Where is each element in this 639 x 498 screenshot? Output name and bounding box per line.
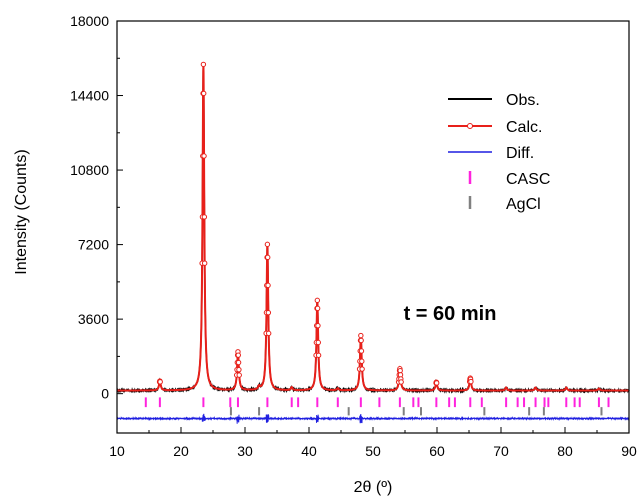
obs-point [358, 337, 364, 344]
obs-point [157, 379, 163, 385]
x-tick-label: 90 [621, 443, 637, 459]
obs-point [235, 359, 242, 366]
obs-point [398, 379, 404, 385]
x-tick-label: 20 [173, 443, 189, 459]
y-tick-label: 7200 [78, 237, 109, 253]
time-annotation: t = 60 min [404, 303, 497, 325]
legend: Obs. Calc. Diff. CASC AgCl [448, 92, 550, 213]
x-tick-label: 40 [301, 443, 317, 459]
obs-point [433, 380, 440, 386]
obs-point [359, 366, 365, 372]
x-tick-label: 70 [493, 443, 509, 459]
obs-point [265, 309, 272, 316]
legend-label-agcl: AgCl [506, 196, 541, 213]
x-tick-label: 60 [429, 443, 445, 459]
obs-point [201, 153, 207, 159]
axes: 10 20 30 40 50 60 70 80 90 0 3600 7200 10800 14400 180… [70, 13, 637, 459]
legend-label-obs: Obs. [506, 92, 540, 109]
plot-frame [116, 20, 630, 434]
x-tick-label: 10 [109, 443, 125, 459]
series-diff-line [116, 413, 630, 424]
legend-label-diff: Diff. [506, 145, 534, 162]
y-axis-title: Intensity (Counts) [13, 149, 30, 274]
series-obs-line [116, 62, 630, 394]
x-tick-label: 80 [557, 443, 573, 459]
y-tick-label: 18000 [70, 13, 109, 29]
obs-point [315, 322, 321, 329]
y-tick-label: 14400 [70, 88, 109, 104]
obs-point [200, 61, 207, 68]
legend-label-casc: CASC [506, 171, 550, 188]
y-tick-label: 0 [101, 386, 109, 402]
obs-point [358, 332, 364, 339]
x-tick-label: 50 [365, 443, 381, 459]
y-tick-label: 10800 [70, 162, 109, 178]
obs-point [201, 214, 208, 220]
legend-label-calc: Calc. [506, 119, 542, 136]
obs-point [265, 282, 271, 289]
legend-calc-marker [467, 123, 473, 129]
x-axis-title: 2θ (º) [354, 479, 393, 496]
obs-point [235, 352, 241, 358]
obs-point [468, 378, 474, 385]
plot-area [116, 61, 630, 424]
obs-point [315, 339, 321, 346]
obs-point [358, 348, 365, 354]
y-tick-label: 3600 [78, 311, 109, 327]
x-tick-label: 30 [237, 443, 253, 459]
series-calc-line [117, 64, 629, 392]
obs-point [236, 372, 242, 378]
obs-point [314, 297, 321, 304]
obs-point [315, 352, 322, 358]
obs-point [201, 90, 207, 97]
obs-point [359, 358, 365, 364]
obs-point [264, 241, 271, 248]
obs-point [265, 254, 271, 261]
obs-point [265, 330, 272, 337]
obs-point [236, 366, 242, 373]
obs-point [201, 260, 208, 266]
obs-point [314, 305, 321, 312]
